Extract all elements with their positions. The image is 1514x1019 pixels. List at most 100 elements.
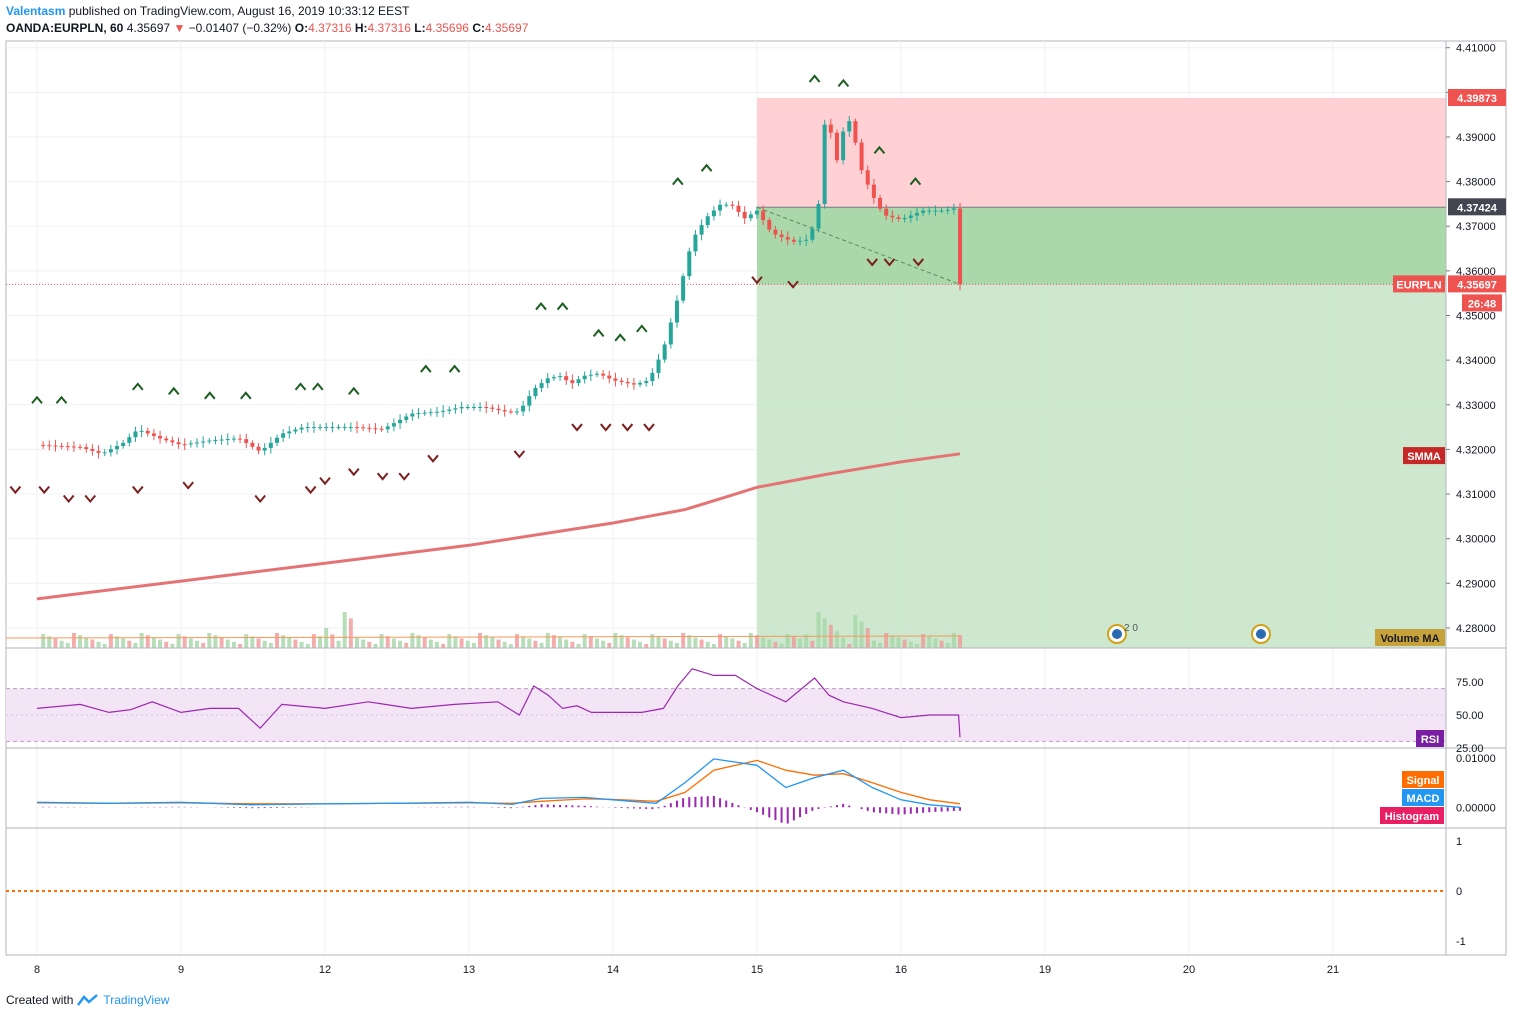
pane-separators [6, 41, 1506, 956]
candle-body [638, 382, 643, 385]
sell-arrow-icon [912, 258, 925, 267]
author-name[interactable]: Valentasm [6, 4, 66, 18]
candle-body [533, 387, 538, 397]
sell-arrow-icon [621, 423, 634, 432]
sell-arrow-icon [376, 472, 389, 481]
buy-arrow-icon [448, 364, 461, 373]
candle-body [194, 442, 199, 444]
close-value: 4.35697 [484, 21, 529, 35]
volume-bar [305, 644, 310, 648]
volume-bar [176, 634, 181, 648]
candle-body [299, 427, 304, 430]
candle-body [484, 406, 489, 408]
candle-body [391, 423, 396, 427]
position-zones [6, 97, 1446, 648]
volume-bar [724, 636, 729, 648]
buy-arrow-icon [700, 163, 713, 172]
buy-arrow-icon [240, 391, 252, 400]
volume-bar [478, 633, 483, 648]
countdown-tag-bg [1462, 294, 1502, 312]
candle-body [219, 439, 224, 441]
volume-bar [921, 634, 926, 648]
buy-arrow-icon [592, 328, 605, 337]
candle-body [274, 437, 279, 443]
candle-body [428, 412, 433, 414]
volume-bar [502, 641, 507, 648]
x-tick-label: 8 [34, 964, 40, 976]
volume-bar [447, 634, 452, 648]
volume-bar [127, 640, 132, 648]
ohlc-line: OANDA:EURPLN, 60 4.35697 ▼ −0.01407 (−0.… [6, 21, 528, 35]
candle-body [761, 210, 766, 221]
candle-body [785, 237, 790, 240]
buy-arrow-icon [204, 391, 216, 400]
buy-arrow-icon [614, 333, 626, 342]
volume-bar [711, 644, 716, 648]
candle-body [151, 433, 156, 436]
smma-tag: SMMA [1407, 451, 1441, 463]
candle-body [410, 413, 415, 417]
candle-body [158, 435, 163, 439]
x-tick-label: 19 [1039, 964, 1051, 976]
candle-body [668, 322, 673, 345]
candle-body [478, 406, 483, 408]
volume-bar [847, 644, 852, 648]
candle-body [453, 408, 458, 410]
low-value: 4.35696 [425, 21, 469, 35]
candle-body [939, 210, 944, 212]
volume-bar [410, 633, 415, 648]
candle-body [564, 376, 569, 381]
symbol-label: OANDA:EURPLN, 60 [6, 21, 124, 35]
candle-body [379, 428, 384, 430]
rsi-tick-label: 50.00 [1456, 710, 1484, 722]
volume-bar [681, 633, 686, 648]
buy-arrow-icon [837, 78, 850, 88]
candle-body [84, 447, 89, 450]
volume-bar [151, 637, 156, 648]
volume-bar [250, 636, 255, 648]
candle-body [127, 437, 132, 443]
candle-body [47, 445, 52, 447]
candle-body [373, 428, 378, 430]
volume-bar [182, 636, 187, 648]
candle-body [613, 378, 618, 381]
tradingview-brand[interactable]: TradingView [103, 993, 170, 1007]
price-axis[interactable]: 4.410004.400004.390004.380004.370004.360… [1446, 43, 1496, 948]
smma-path [36, 452, 961, 601]
candle-body [490, 407, 495, 409]
candle-body [650, 372, 655, 382]
volume-bar [391, 638, 396, 648]
volume-bar [951, 633, 956, 648]
volume-bar [84, 637, 89, 648]
volume-bar [748, 633, 753, 648]
macd-pane [36, 758, 962, 824]
candle-body [102, 452, 107, 454]
candle-body [330, 427, 335, 429]
volume-bar [274, 633, 279, 648]
candle-body [250, 442, 255, 447]
axis-tags: 4.39873 4.37424 4.35697 EURPLN 26:48 SMMA Volu… [1375, 88, 1506, 824]
macd-tag: MACD [1407, 793, 1440, 805]
volume-bar [490, 637, 495, 648]
time-axis[interactable]: 8 9 12 13 14 15 16 19 20 21 [34, 964, 1339, 976]
candle-body [631, 383, 636, 385]
sell-arrow-icon [254, 494, 266, 504]
candle-body [724, 204, 729, 206]
volume-bar [90, 639, 95, 648]
countdown-tag: 26:48 [1468, 298, 1496, 310]
volume-bar [914, 644, 919, 648]
volume-bar [816, 612, 821, 648]
candle-body [551, 377, 556, 379]
volume-ma-line [5, 635, 961, 639]
candle-body [139, 430, 144, 432]
buy-arrow-icon [312, 382, 324, 391]
candle-body [878, 197, 883, 209]
candle-body [718, 204, 723, 211]
x-tick-label: 9 [178, 964, 184, 976]
volume-bar [798, 638, 803, 648]
pane-tick-label: -1 [1456, 936, 1466, 948]
candle-body [822, 124, 827, 205]
x-tick-label: 13 [463, 964, 475, 976]
candle-body [170, 440, 175, 443]
